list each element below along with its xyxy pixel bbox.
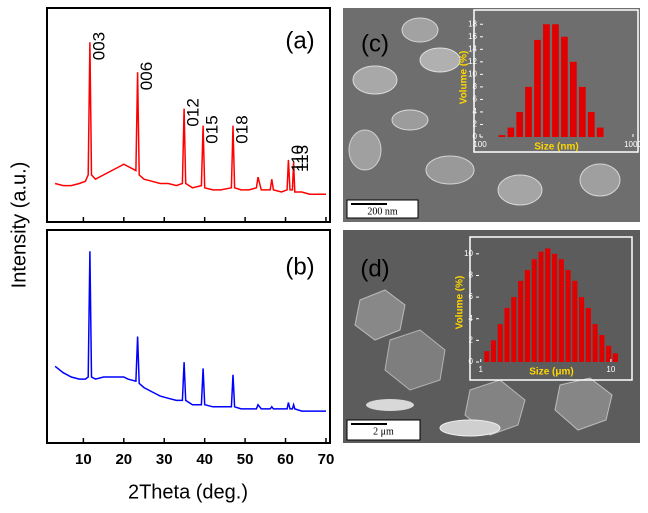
particle bbox=[354, 289, 406, 341]
y-tick-label: 0 bbox=[469, 357, 474, 366]
histogram-bar bbox=[525, 86, 532, 137]
histogram-bar bbox=[543, 24, 550, 138]
panel-label: (c) bbox=[361, 30, 389, 57]
peak-label: 012 bbox=[184, 98, 203, 126]
histogram-bar bbox=[538, 251, 544, 362]
peak-label: 110 bbox=[288, 145, 307, 172]
histogram-bar bbox=[552, 24, 559, 138]
x-tick-label: 10 bbox=[75, 451, 92, 468]
particle bbox=[352, 65, 398, 95]
y-tick-label: 18 bbox=[468, 19, 477, 28]
peak-label: 018 bbox=[232, 115, 251, 143]
x-tick-label: 20 bbox=[115, 451, 132, 468]
x-tick-label: 1 bbox=[478, 365, 483, 374]
particle bbox=[497, 174, 543, 206]
peak-label: 113 bbox=[293, 145, 312, 172]
histogram-bar bbox=[511, 297, 517, 362]
histogram-bar bbox=[484, 351, 490, 362]
histogram-bar bbox=[572, 280, 578, 362]
histogram-bar bbox=[570, 61, 577, 138]
histogram-bar bbox=[596, 127, 604, 137]
y-tick-label: 4 bbox=[473, 107, 478, 116]
y-axis-title: Volume (%) bbox=[459, 51, 470, 105]
histogram-bar bbox=[531, 259, 537, 362]
particle bbox=[391, 109, 429, 131]
panel-label: (d) bbox=[360, 255, 389, 282]
panel-label: (b) bbox=[285, 253, 314, 280]
histogram-bar bbox=[592, 324, 598, 362]
histogram-bar bbox=[552, 253, 558, 362]
histogram-bar bbox=[579, 297, 585, 362]
y-tick-label: 6 bbox=[473, 95, 478, 104]
histogram-bar bbox=[516, 111, 523, 137]
inset-frame bbox=[473, 9, 639, 153]
histogram-bar bbox=[585, 307, 591, 362]
histogram-bar bbox=[518, 280, 524, 362]
x-axis-title: 2Theta (deg.) bbox=[128, 481, 248, 503]
xrd-line bbox=[54, 42, 326, 195]
y-axis-title: Volume (%) bbox=[455, 276, 466, 330]
histogram-bar bbox=[534, 39, 541, 137]
y-tick-label: 16 bbox=[468, 32, 477, 41]
histogram-bar bbox=[504, 307, 510, 362]
histogram-bar bbox=[578, 86, 586, 137]
histogram-bar bbox=[612, 353, 618, 362]
x-tick-label: 10 bbox=[606, 365, 615, 374]
y-tick-label: 8 bbox=[473, 82, 478, 91]
y-tick-label: 12 bbox=[468, 57, 477, 66]
x-tick-label: 1000 bbox=[624, 140, 642, 149]
particle bbox=[554, 377, 613, 431]
x-tick-label: 100 bbox=[473, 140, 487, 149]
x-tick-label: 40 bbox=[196, 451, 213, 468]
particle bbox=[419, 47, 461, 73]
y-tick-label: 8 bbox=[469, 271, 474, 280]
y-tick-label: 2 bbox=[473, 120, 478, 129]
plot-frame bbox=[46, 7, 331, 223]
particle bbox=[366, 399, 414, 411]
histogram-bar bbox=[606, 345, 612, 362]
x-tick-label: 30 bbox=[156, 451, 173, 468]
peak-label: 003 bbox=[89, 32, 108, 60]
histogram-bar bbox=[561, 36, 568, 137]
y-axis-title: Intensity (a.u.) bbox=[8, 162, 30, 289]
histogram-bar bbox=[497, 324, 503, 362]
x-axis-title: Size (nm) bbox=[534, 142, 578, 153]
histogram-bar bbox=[558, 259, 564, 362]
histogram-bar bbox=[507, 127, 515, 137]
scale-bar-label: 2 μm bbox=[373, 426, 394, 437]
y-tick-label: 4 bbox=[469, 314, 474, 323]
histogram-bar bbox=[524, 270, 531, 362]
particle bbox=[384, 329, 446, 391]
particle bbox=[401, 17, 439, 43]
peak-label: 015 bbox=[203, 115, 222, 143]
histogram-bar bbox=[490, 340, 496, 362]
particle bbox=[425, 155, 475, 185]
xrd-line bbox=[54, 251, 326, 412]
y-tick-label: 2 bbox=[469, 335, 474, 344]
histogram-bar bbox=[498, 135, 506, 137]
y-tick-label: 10 bbox=[468, 69, 477, 78]
scale-bar-label: 200 nm bbox=[367, 206, 398, 217]
panel-label: (a) bbox=[285, 27, 314, 54]
particle bbox=[439, 419, 501, 437]
x-tick-label: 70 bbox=[318, 451, 335, 468]
x-tick-label: 60 bbox=[277, 451, 294, 468]
y-tick-label: 10 bbox=[464, 249, 473, 258]
x-axis-title: Size (μm) bbox=[529, 367, 573, 378]
histogram-bar bbox=[545, 248, 551, 362]
y-tick-label: 14 bbox=[468, 44, 477, 53]
particle bbox=[348, 129, 382, 171]
x-tick-label: 50 bbox=[237, 451, 254, 468]
particle bbox=[579, 163, 621, 197]
plot-frame bbox=[46, 229, 331, 444]
histogram-bar bbox=[599, 334, 605, 362]
histogram-bar bbox=[565, 270, 571, 362]
inset-frame bbox=[469, 236, 633, 381]
peak-label: 006 bbox=[137, 62, 156, 90]
y-tick-label: 6 bbox=[469, 292, 474, 301]
y-tick-label: 0 bbox=[473, 132, 478, 141]
histogram-bar bbox=[587, 111, 595, 137]
